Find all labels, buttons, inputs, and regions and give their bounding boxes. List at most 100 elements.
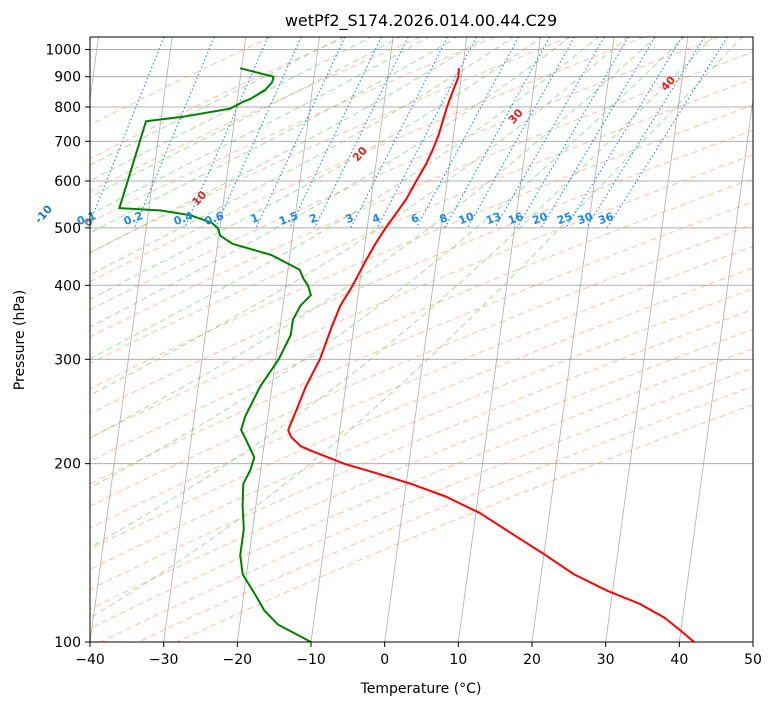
mixing-ratio-line: [289, 37, 382, 229]
mixing-ratio-line: [516, 37, 629, 229]
x-tick-label: −30: [149, 652, 179, 668]
y-tick-label: 500: [54, 221, 81, 237]
mixing-ratio-line: [466, 37, 575, 229]
mixing-ratio-label: 30: [576, 210, 595, 228]
mixing-ratio-line: [415, 37, 520, 229]
mixing-ratio-label: 1.5: [277, 209, 300, 228]
contour-labels: 0.10.20.40.611.52346810131620253036-100-…: [32, 73, 678, 229]
mixing-ratio-line: [444, 37, 551, 229]
dry-adiabat-line: [90, 267, 753, 550]
moist-adiabat-line: [90, 37, 458, 234]
isotherm-line: [236, 37, 320, 642]
isotherm-line: [384, 37, 468, 642]
moist-adiabat-line: [90, 37, 487, 254]
dry-adiabat-line: [90, 154, 753, 439]
y-axis-label: Pressure (hPa): [12, 290, 28, 390]
temperature-line: [287, 68, 695, 642]
mixing-ratio-line: [314, 37, 409, 229]
plot-frame: [89, 36, 754, 643]
mixing-ratio-line: [214, 37, 302, 229]
y-tick-label: 100: [54, 635, 81, 651]
mixing-ratio-label: 4: [370, 211, 382, 226]
mixing-ratio-line: [585, 37, 705, 229]
mixing-ratio-label: 6: [409, 211, 421, 226]
mixing-ratio-label: 16: [506, 210, 525, 228]
dry-adiabat-line: [90, 245, 753, 529]
moist-adiabat-line: [90, 37, 344, 166]
moist-adiabat-line: [90, 37, 373, 182]
dry-adiabat-line: [90, 37, 645, 283]
mixing-ratio-label: 13: [484, 210, 503, 227]
moist-adiabat-line: [90, 37, 515, 276]
dry-adiabat-line: [90, 129, 753, 415]
moist-adiabat-line: [90, 37, 657, 439]
dry-adiabat-line: [90, 328, 753, 610]
dry-adiabat-line: [90, 201, 753, 485]
isotherm-line: [457, 37, 541, 642]
dry-adiabat-line: [90, 37, 346, 160]
x-tick-label: 10: [449, 652, 467, 668]
mixing-ratio-label: 1: [249, 211, 261, 226]
x-tick-label: −20: [223, 652, 253, 668]
moist-adiabat-line: [90, 37, 572, 328]
mixing-ratio-label: 20: [531, 210, 550, 228]
moist-adiabat-line: [90, 37, 600, 360]
dry-adiabat-line: [90, 37, 570, 254]
moist-adiabat-line: [90, 37, 543, 300]
moist-adiabat-line: [90, 37, 715, 548]
mixing-ratio-label: 3: [344, 211, 356, 226]
moist-adiabat-line: [90, 37, 628, 396]
x-axis: −40 −30 −20 −10 0 10 20 30 40 50: [75, 642, 762, 668]
mixing-ratio-label: 36: [597, 210, 616, 228]
mixing-ratio-label: 8: [438, 211, 450, 226]
x-axis-label: Temperature (°C): [360, 681, 482, 697]
x-tick-label: 30: [597, 652, 615, 668]
mixing-ratio-line: [494, 37, 605, 229]
x-tick-label: −40: [75, 652, 105, 668]
x-tick-label: 50: [744, 652, 762, 668]
mixing-ratio-label: 0.1: [75, 209, 98, 228]
dry-adiabat-line: [100, 367, 753, 642]
dry-adiabat-line: [90, 178, 753, 462]
mixing-ratio-label: 0.6: [203, 209, 226, 228]
mixing-ratio-line: [134, 37, 215, 229]
moist-adiabat-line: [90, 37, 743, 619]
mixing-ratio-label: 0.4: [172, 209, 195, 228]
y-tick-label: 200: [54, 457, 81, 473]
isotherm-line: [605, 37, 689, 642]
mixing-ratio-label: 25: [555, 210, 574, 227]
y-tick-label: 900: [54, 70, 81, 86]
x-tick-label: −10: [296, 652, 326, 668]
mixing-ratio-label: 10: [457, 210, 476, 228]
isotherm-line: [163, 37, 247, 642]
mixing-ratio-line: [540, 37, 656, 229]
x-tick-label: 0: [380, 652, 389, 668]
profile-lines: [118, 67, 695, 642]
chart-title: wetPf2_S174.2026.014.00.44.C29: [285, 11, 557, 31]
moist-adiabat-line: [90, 37, 686, 489]
mixing-ratio-line: [565, 37, 683, 229]
isotherm-line: [678, 96, 753, 642]
y-tick-label: 400: [54, 278, 81, 294]
dry-adiabat-line: [90, 104, 753, 390]
moist-adiabat-line: [90, 37, 430, 215]
y-tick-label: 700: [54, 134, 81, 150]
mixing-ratio-line: [184, 37, 269, 229]
dewpoint-line: [118, 67, 312, 642]
y-tick-label: 600: [54, 174, 81, 190]
isotherm-line: [90, 37, 173, 642]
dry-adiabat-line: [90, 37, 421, 192]
x-tick-label: 40: [670, 652, 688, 668]
y-tick-label: 300: [54, 352, 81, 368]
x-tick-label: 20: [523, 652, 541, 668]
mixing-ratio-line: [606, 37, 728, 229]
background-lines: [90, 37, 753, 642]
dry-adiabat-line: [90, 308, 753, 591]
mixing-ratio-label: 0.2: [122, 209, 145, 228]
mixing-ratio-line: [255, 37, 346, 229]
y-tick-label: 1000: [45, 43, 81, 59]
y-axis: 100 200 300 400 500 600 700 800 900 1000: [45, 43, 90, 651]
y-tick-label: 800: [54, 100, 81, 116]
dry-adiabat-line: [90, 51, 753, 338]
